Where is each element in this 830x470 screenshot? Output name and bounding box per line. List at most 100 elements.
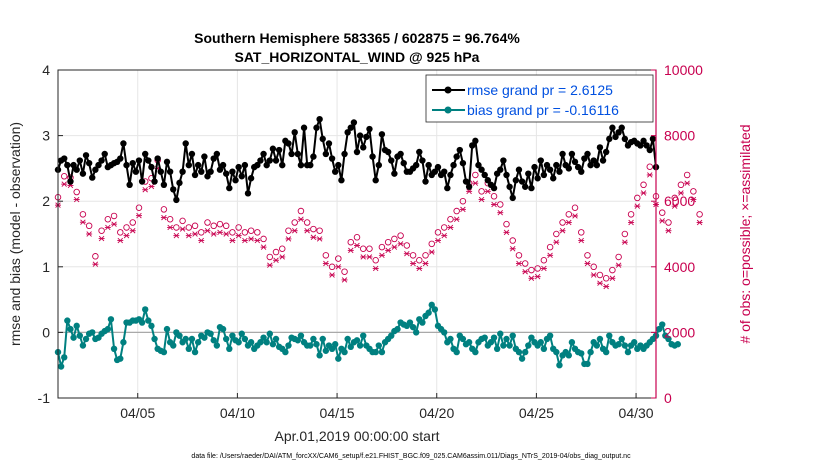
rmse-marker <box>275 146 283 154</box>
rmse-marker <box>79 170 87 177</box>
rmse-marker <box>422 178 429 185</box>
bias-marker <box>307 342 314 349</box>
bias-marker <box>151 335 158 343</box>
x-tick-label: 04/30 <box>619 405 654 421</box>
assimilated-marker <box>416 265 423 272</box>
bias-marker <box>219 325 227 333</box>
rmse-marker <box>198 168 205 175</box>
possible-marker <box>347 238 355 246</box>
rmse-marker <box>497 166 504 173</box>
rmse-marker <box>204 173 211 180</box>
possible-marker <box>279 245 286 253</box>
possible-marker <box>285 227 292 234</box>
possible-marker <box>110 212 118 220</box>
bias-marker <box>602 348 610 356</box>
possible-marker <box>615 253 622 261</box>
bias-marker <box>472 348 479 356</box>
left-tick-label: 2 <box>42 193 50 209</box>
rmse-marker <box>229 168 236 175</box>
assimilated-marker <box>297 216 304 222</box>
rmse-marker <box>226 184 233 192</box>
possible-marker <box>590 263 597 271</box>
rmse-marker <box>518 178 526 185</box>
assimilated-marker <box>179 226 186 232</box>
possible-marker <box>328 263 336 271</box>
rmse-marker <box>599 157 607 164</box>
rmse-marker <box>391 170 398 177</box>
possible-marker <box>335 255 342 262</box>
assimilated-marker <box>441 232 448 239</box>
assimilated-marker <box>354 242 360 249</box>
rmse-marker <box>388 157 395 164</box>
rmse-marker <box>213 150 221 158</box>
rmse-marker <box>288 150 295 158</box>
assimilated-marker <box>559 228 566 234</box>
rmse-marker <box>546 166 554 173</box>
rmse-marker <box>129 159 136 167</box>
possible-marker <box>559 219 566 226</box>
rmse-marker <box>151 178 158 185</box>
rmse-marker <box>521 183 529 190</box>
bias-marker <box>353 337 361 344</box>
rmse-marker <box>459 159 467 167</box>
rmse-marker <box>344 129 351 136</box>
bias-marker <box>525 342 532 349</box>
bias-marker <box>412 329 420 336</box>
assimilated-marker <box>185 232 192 239</box>
rmse-marker <box>618 124 625 131</box>
rmse-marker <box>160 181 168 188</box>
assimilated-marker <box>61 181 68 187</box>
assimilated-marker <box>273 257 280 263</box>
rmse-marker <box>503 171 510 179</box>
bias-marker <box>447 335 454 343</box>
assimilated-marker <box>173 232 180 239</box>
bias-marker <box>546 332 554 339</box>
rmse-marker <box>179 168 186 175</box>
possible-marker <box>596 271 604 279</box>
possible-marker <box>447 215 454 223</box>
right-tick-label: 6000 <box>664 193 695 209</box>
rmse-marker <box>257 157 264 164</box>
rmse-marker <box>556 168 563 175</box>
possible-marker <box>403 242 411 249</box>
assimilated-marker <box>509 246 516 252</box>
left-tick-label: 0 <box>42 324 50 340</box>
rmse-marker <box>313 124 320 131</box>
rmse-marker <box>182 140 189 147</box>
assimilated-marker <box>316 236 323 242</box>
assimilated-marker <box>142 187 149 193</box>
bias-marker <box>222 335 230 343</box>
bias-marker <box>272 335 280 343</box>
rmse-marker <box>154 155 161 162</box>
possible-marker <box>528 266 535 274</box>
possible-marker <box>353 234 361 241</box>
assimilated-marker <box>677 190 684 196</box>
bias-marker <box>285 342 292 349</box>
rmse-marker <box>254 161 261 169</box>
possible-marker <box>341 268 348 275</box>
rmse-marker <box>372 177 379 184</box>
possible-marker <box>160 206 168 213</box>
assimilated-marker <box>684 180 691 186</box>
bias-marker <box>201 334 208 341</box>
rmse-marker <box>475 161 482 169</box>
assimilated-marker <box>204 228 211 234</box>
possible-marker <box>397 232 404 239</box>
rmse-marker <box>412 161 420 169</box>
bias-marker <box>191 348 199 356</box>
rmse-marker <box>89 174 96 181</box>
possible-marker <box>260 235 267 243</box>
bias-marker <box>341 348 348 356</box>
bias-marker <box>347 343 354 351</box>
possible-marker <box>627 211 635 218</box>
rmse-marker <box>76 157 84 164</box>
possible-marker <box>191 222 199 230</box>
possible-marker <box>565 211 573 218</box>
assimilated-marker <box>584 260 591 267</box>
x-tick-label: 04/05 <box>120 405 155 421</box>
rmse-marker <box>550 175 557 182</box>
rmse-marker <box>126 181 133 188</box>
assimilated-marker <box>609 275 616 281</box>
assimilated-marker <box>553 239 560 245</box>
rmse-marker <box>578 168 585 175</box>
